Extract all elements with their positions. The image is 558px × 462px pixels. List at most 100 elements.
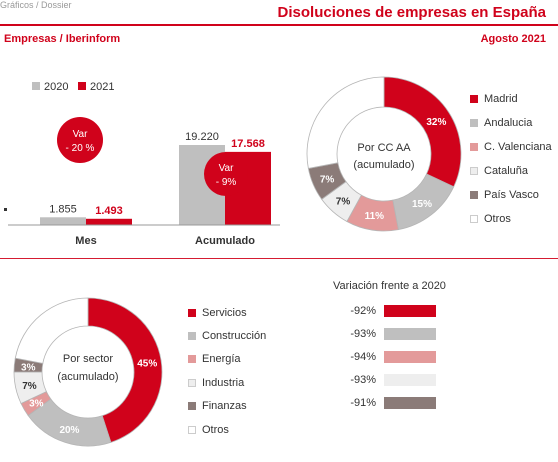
legend-label-2020: 2020 [44,81,68,93]
ccaa-slice-otros [306,76,385,169]
legend-ccaa: Madrid Andalucia C. Valenciana Cataluña País… [470,87,552,231]
variation-table: -92% -93% -94% -93% -91% [320,299,436,414]
variation-title: Variación frente a 2020 [333,280,446,292]
var-bubble-line2-mes: - 20 % [66,143,95,154]
category-label-mes: Mes [75,235,96,247]
ccaa-legend-swatch-c-valenciana [470,143,478,151]
sector-label-construccion: 20% [59,425,79,436]
sector-legend-item-energia: Energía [188,348,266,371]
ccaa-legend-swatch-andalucia [470,119,478,127]
sector-slice-otros [14,297,89,364]
sector-legend-item-otros: Otros [188,418,266,441]
axis-marker [4,208,7,211]
donut-sector-center-line2: (acumulado) [57,371,118,383]
sector-legend-swatch-industria [188,378,196,387]
legend-label-2021: 2021 [90,81,114,93]
ccaa-label-c-valenciana: 11% [365,211,385,222]
sector-legend-label-finanzas: Finanzas [202,400,247,413]
sector-label-energia: 3% [29,399,44,410]
ccaa-label-andalucia: 15% [412,199,432,210]
ccaa-legend-label-c-valenciana: C. Valenciana [484,141,552,153]
header-divider [0,24,558,26]
bar-label-acumulado-2020: 19.220 [185,131,219,143]
bar-label-mes-2021: 1.493 [95,205,123,217]
sector-label-industria: 7% [22,381,37,392]
variation-value-energia: -94% [350,350,376,363]
ccaa-slice-madrid [383,76,462,188]
sector-label-finanzas: 3% [21,362,36,373]
ccaa-legend-item-cataluna: Cataluña [470,159,552,183]
donut-ccaa: 32% 15% 11% 7%7% Por CC AA (acumulado) [306,76,462,232]
bar-label-acumulado-2021: 17.568 [231,138,265,150]
ccaa-legend-item-madrid: Madrid [470,87,552,111]
bar-chart: 2020 2021 1.855 1.493 19.220 17.568 Var - 20 … [4,81,280,247]
sector-legend-item-construccion: Construcción [188,324,266,347]
ccaa-legend-item-otros: Otros [470,207,552,231]
ccaa-legend-item-pais-vasco: País Vasco [470,183,552,207]
ccaa-legend-item-andalucia: Andalucia [470,111,552,135]
ccaa-legend-label-andalucia: Andalucia [484,117,533,129]
legend-swatch-2020 [32,82,40,90]
sector-legend-swatch-energia [188,355,196,364]
sector-legend-label-servicios: Servicios [202,306,247,319]
sector-legend-swatch-construccion [188,332,196,341]
sector-legend-label-construccion: Construcción [202,330,267,343]
date-label: Agosto 2021 [480,33,546,45]
bar-mes-2021 [86,218,132,225]
donut-ccaa-center-line1: Por CC AA [357,142,411,154]
variation-row-finanzas: -91% [320,391,436,414]
section-divider [0,258,558,259]
ccaa-legend-label-cataluna: Cataluña [484,165,529,177]
ccaa-legend-swatch-cataluna [470,167,478,175]
bar-mes-2020 [40,217,86,225]
ccaa-legend-label-otros: Otros [484,213,511,225]
var-bubble-acumulado [204,152,248,196]
ccaa-legend-label-pais-vasco: País Vasco [484,189,539,201]
variation-bar-industria [384,373,436,386]
variation-value-finanzas: -91% [350,396,376,409]
ccaa-legend-swatch-madrid [470,95,478,103]
sector-legend-swatch-servicios [188,308,196,317]
donut-sector: 45% 20% 3% 7% 3% Por sector (acumulado) [13,297,163,447]
sector-legend-label-otros: Otros [202,423,229,436]
sector-legend-item-servicios: Servicios [188,301,266,324]
var-bubble-line1-mes: Var [73,129,88,140]
variation-row-servicios: -92% [320,299,436,322]
sector-label-servicios: 45% [137,359,157,370]
sector-legend-swatch-finanzas [188,402,196,411]
variation-bar-servicios [384,304,436,317]
ccaa-legend-item-c-valenciana: C. Valenciana [470,135,552,159]
legend-sector: Servicios Construcción Energía Industria Fin… [188,301,266,441]
variation-value-industria: -93% [350,373,376,386]
page-title: Disoluciones de empresas en España [277,4,546,21]
ccaa-label-pais-vasco: 7% [320,175,335,186]
sector-legend-swatch-otros [188,425,196,434]
donut-sector-center-line1: Por sector [63,353,113,365]
variation-row-industria: -93% [320,368,436,391]
bar-label-mes-2020: 1.855 [49,203,77,215]
ccaa-label-madrid: 32% [426,117,446,128]
sector-legend-label-energia: Energía [202,353,241,366]
source-label: Empresas / Iberinform [4,33,121,45]
variation-row-construccion: -93% [320,322,436,345]
variation-value-servicios: -92% [350,304,376,317]
var-bubble-mes [57,117,103,163]
var-bubble-line1-acumulado: Var [219,163,234,174]
ccaa-legend-swatch-pais-vasco [470,191,478,199]
variation-bar-finanzas [384,396,436,409]
top-partial-text: Gráficos / Dossier [0,0,72,10]
donut-ccaa-center-line2: (acumulado) [353,159,414,171]
sector-legend-item-finanzas: Finanzas [188,395,266,418]
variation-bar-construccion [384,327,436,340]
variation-bar-energia [384,350,436,363]
ccaa-legend-label-madrid: Madrid [484,93,518,105]
category-label-acumulado: Acumulado [195,235,255,247]
sector-legend-label-industria: Industria [202,376,245,389]
legend-swatch-2021 [78,82,86,90]
variation-value-construccion: -93% [350,327,376,340]
variation-row-energia: -94% [320,345,436,368]
ccaa-label-cataluna: 7% [336,197,351,208]
sector-legend-item-industria: Industria [188,371,266,394]
var-bubble-line2-acumulado: - 9% [216,177,237,188]
ccaa-legend-swatch-otros [470,215,478,223]
